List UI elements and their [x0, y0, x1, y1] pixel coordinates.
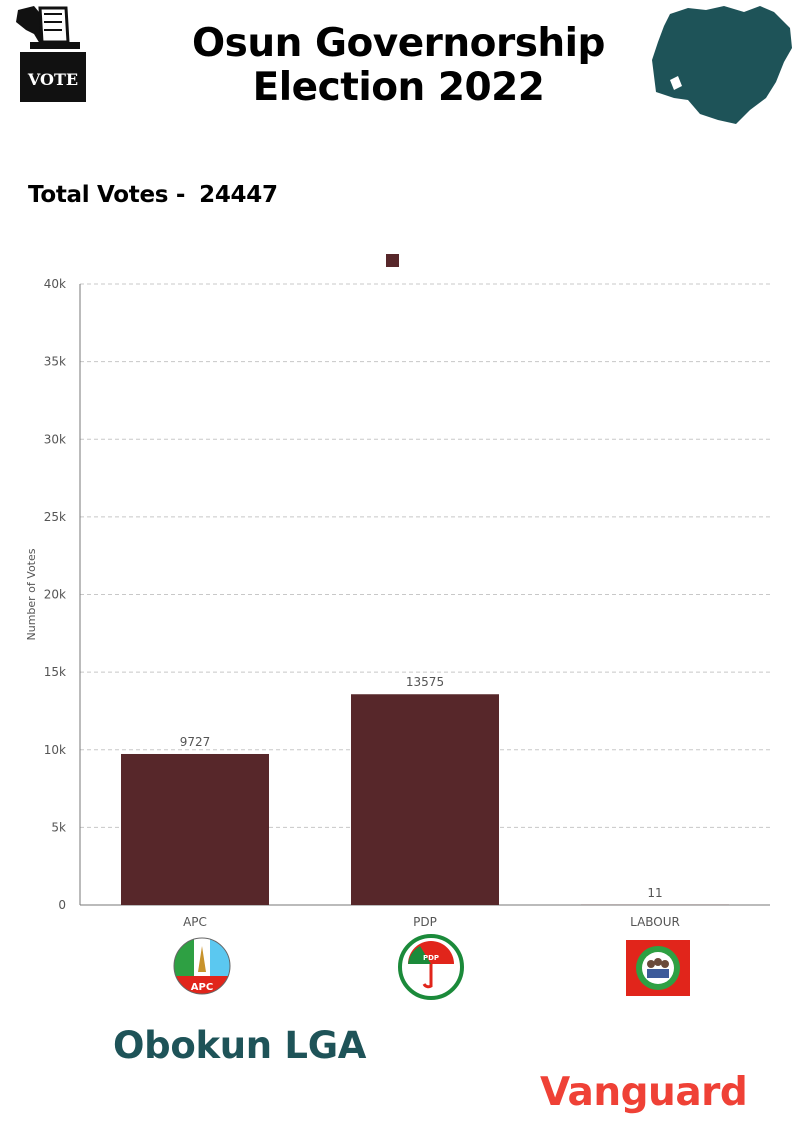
- y-tick-label: 15k: [44, 665, 66, 679]
- data-label-pdp: 13575: [406, 675, 444, 689]
- lga-name: Obokun LGA: [113, 1024, 367, 1067]
- y-tick-label: 25k: [44, 510, 66, 524]
- y-tick-label: 30k: [44, 432, 66, 446]
- vanguard-brand: Vanguard: [540, 1070, 748, 1115]
- labour-party-logo: [626, 940, 690, 996]
- apc-logo: APC: [173, 937, 231, 995]
- data-label-labour: 11: [647, 886, 662, 900]
- votes-bar-chart: 0 5k 10k 15k 20k 25k 30k 35k 40k Number of Votes 9…: [25, 254, 770, 929]
- pdp-logo: PDP: [398, 934, 464, 1000]
- x-tick-label-labour: LABOUR: [630, 915, 680, 929]
- y-tick-label: 35k: [44, 355, 66, 369]
- x-tick-label-pdp: PDP: [413, 915, 437, 929]
- y-tick-label: 10k: [44, 743, 66, 757]
- total-votes-label: Total Votes -: [28, 182, 186, 208]
- y-tick-label: 20k: [44, 588, 66, 602]
- total-votes: Total Votes - 24447: [28, 182, 278, 208]
- vote-label: VOTE: [27, 70, 78, 89]
- y-tick-label: 5k: [51, 820, 66, 834]
- pdp-logo-text: PDP: [423, 954, 439, 962]
- x-tick-label-apc: APC: [183, 915, 207, 929]
- y-tick-label: 40k: [44, 277, 66, 291]
- bar-apc: [121, 753, 269, 905]
- y-axis-title: Number of Votes: [25, 548, 38, 640]
- bar-pdp: [351, 694, 499, 905]
- page-title-line2: Election 2022: [252, 65, 545, 110]
- total-votes-value: 24447: [199, 182, 278, 208]
- y-tick-label: 0: [58, 898, 66, 912]
- data-label-apc: 9727: [180, 735, 211, 749]
- page-title-line1: Osun Governorship: [192, 21, 605, 66]
- ballot-box-icon: VOTE: [16, 6, 86, 102]
- apc-logo-text: APC: [191, 982, 213, 993]
- legend-marker: [386, 254, 399, 267]
- nigeria-map-icon: [652, 6, 792, 124]
